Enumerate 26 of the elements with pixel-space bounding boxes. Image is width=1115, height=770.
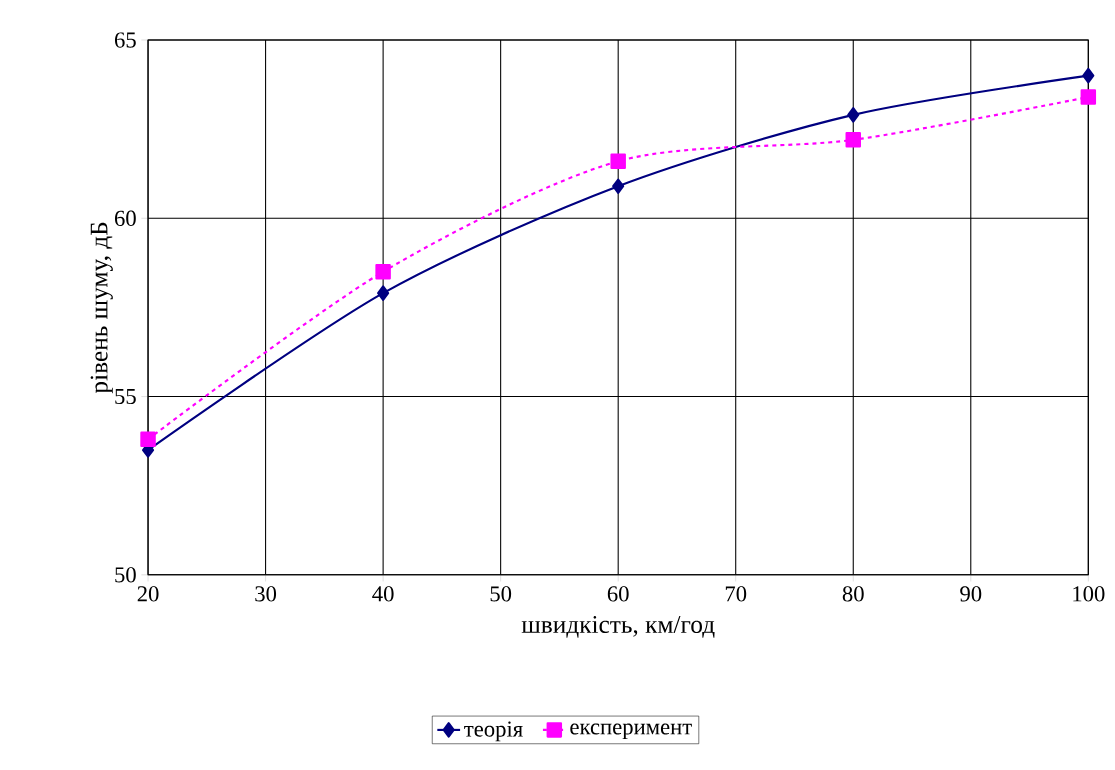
x-tick-label: 60 [607,586,629,602]
y-axis-title: рівень шуму, дБ [90,222,113,394]
y-tick-label: 50 [115,567,136,583]
legend-label: експеримент [570,723,692,740]
y-tick-label: 55 [115,389,136,405]
point [140,431,156,448]
point [845,132,861,148]
point [847,107,860,123]
y-tick-label: 65 [114,32,136,48]
x-tick-label: 50 [490,586,512,602]
x-tick-label: 20 [137,586,159,602]
y-tick-label: 60 [114,210,136,227]
x-tick-label: 40 [372,586,394,602]
point [377,285,390,302]
x-tick-label: 80 [842,586,864,602]
point [610,153,626,170]
x-axis-title: швидкість, км/год [521,616,715,638]
point [1080,89,1097,106]
x-tick-label: 100 [1073,586,1105,602]
point [612,178,625,195]
x-tick-label: 30 [255,586,277,602]
legend-label: теорія [464,721,523,742]
x-tick-label: 90 [960,586,982,602]
point [1082,68,1095,84]
x-tick-label: 70 [725,586,747,602]
point [375,264,391,280]
